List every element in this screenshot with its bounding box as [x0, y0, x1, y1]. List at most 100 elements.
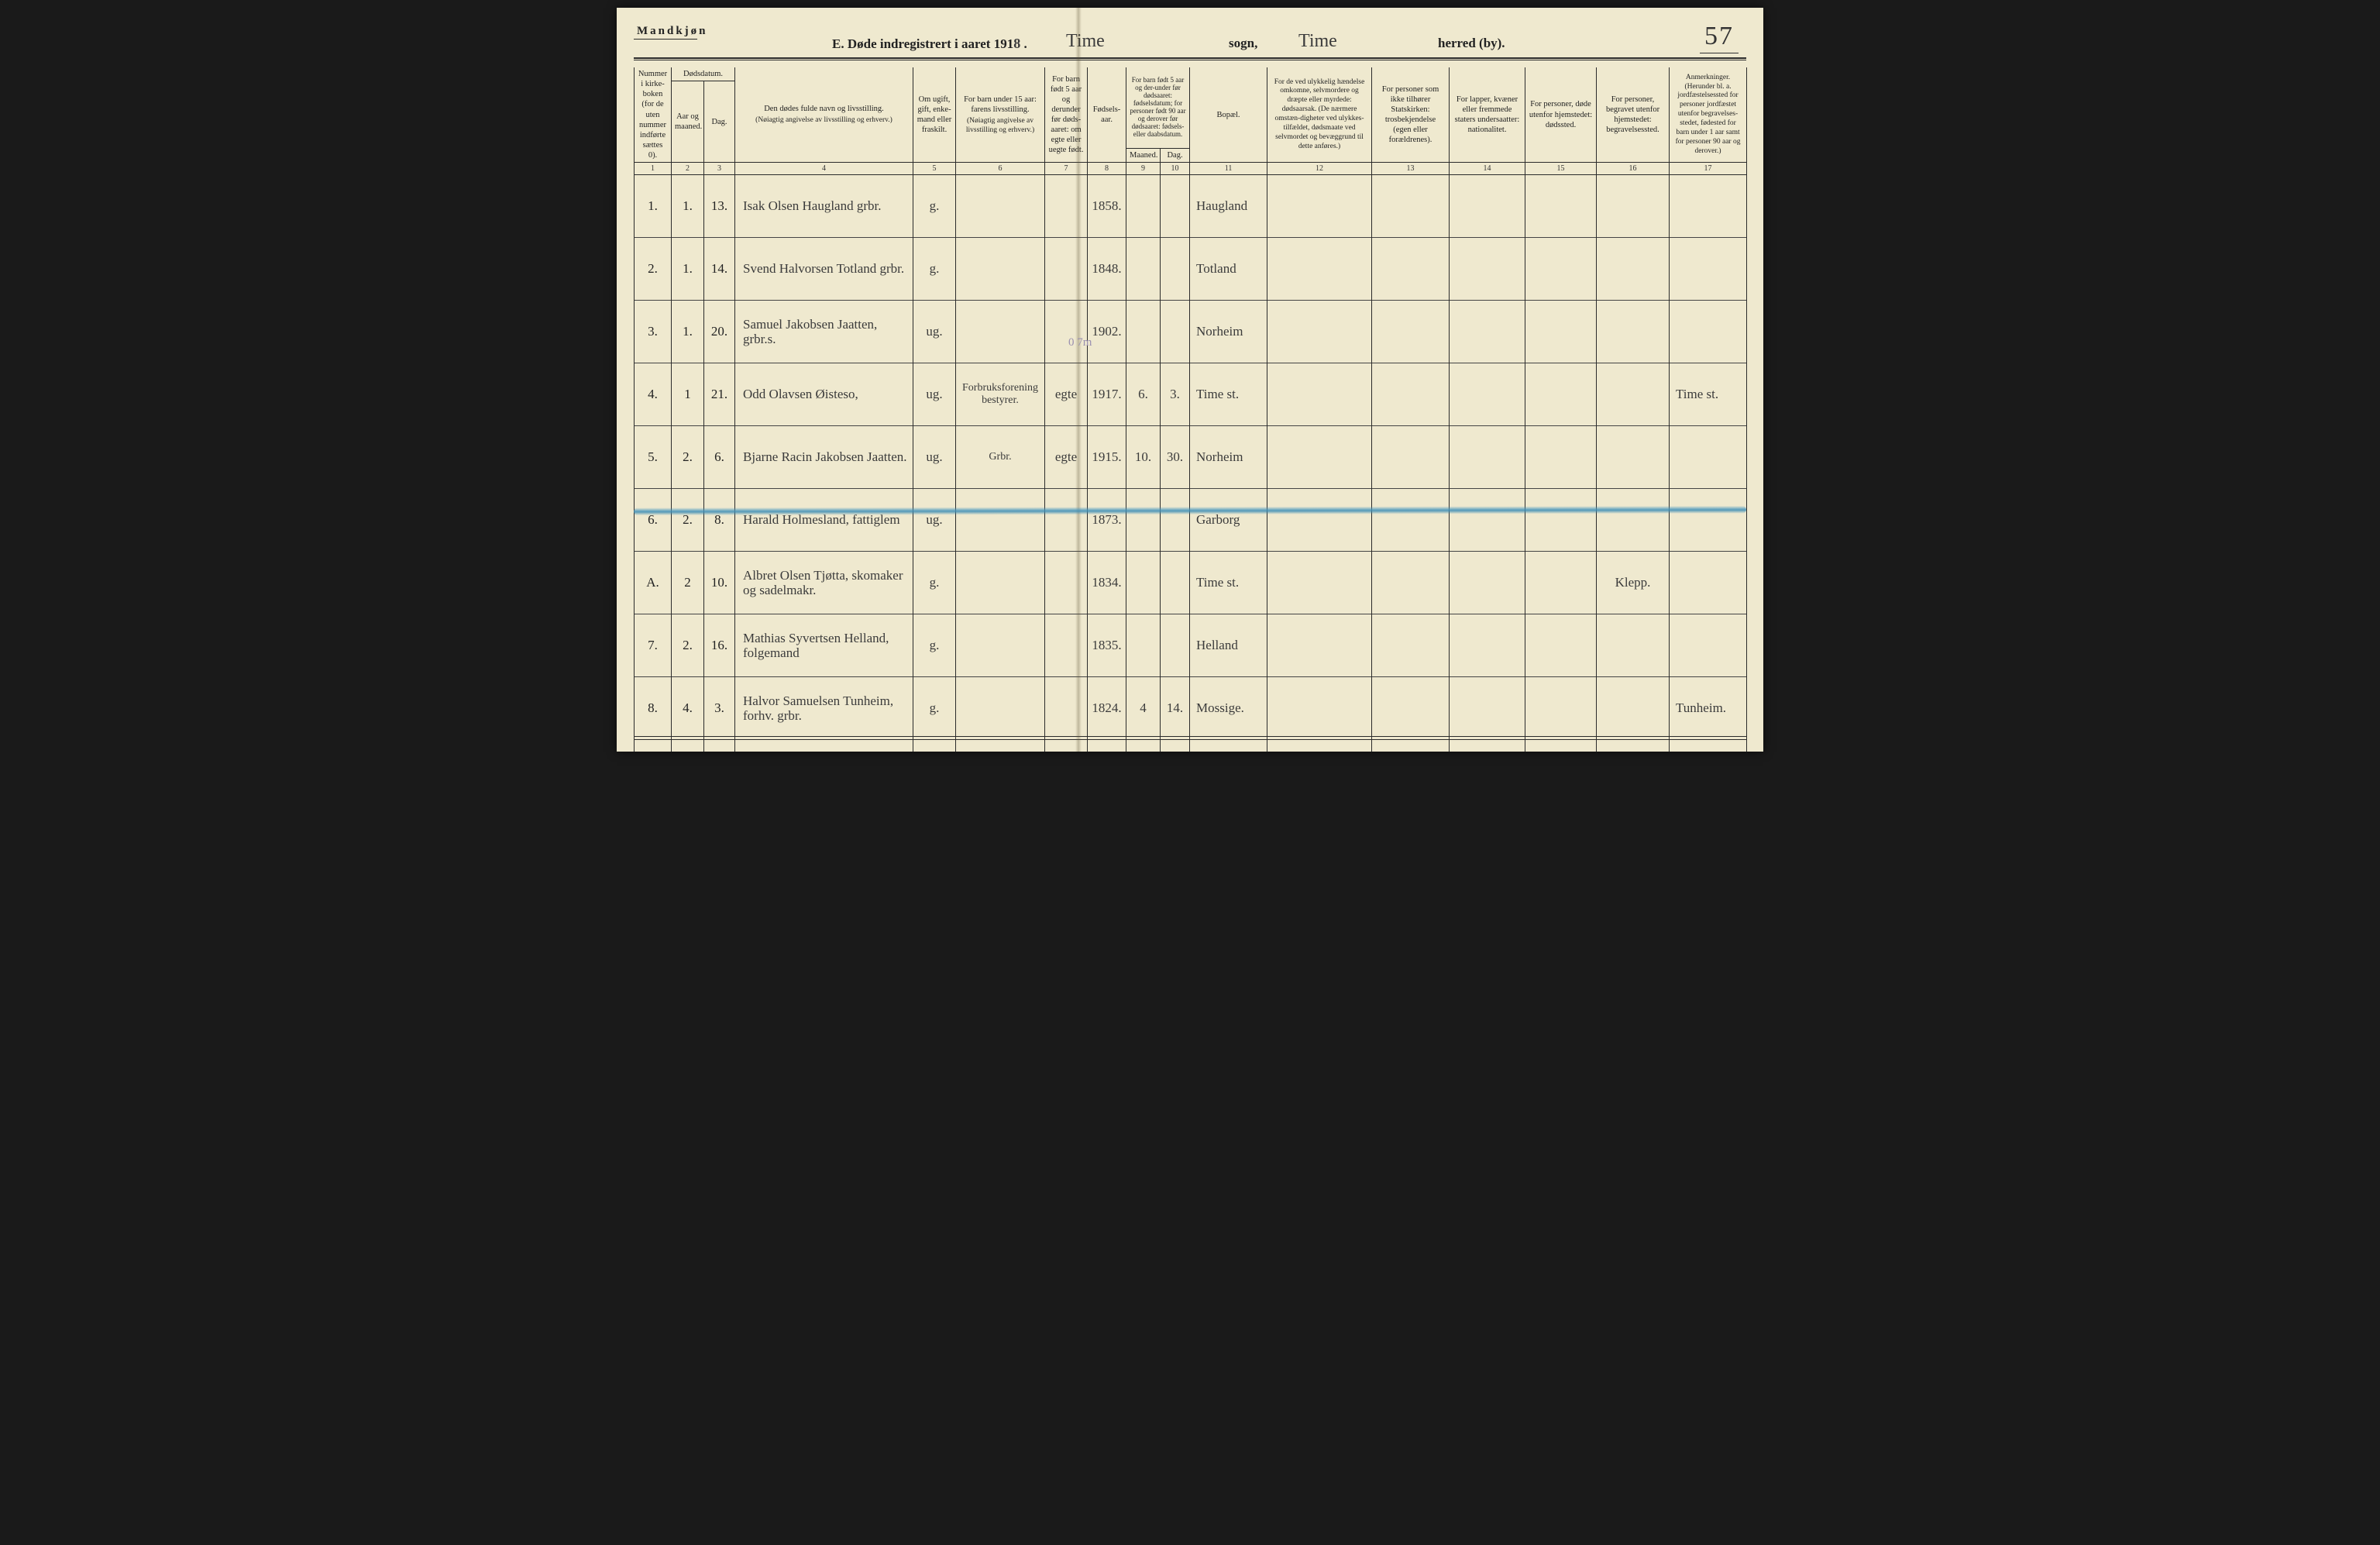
cell: [1045, 677, 1088, 740]
hdr-5: Om ugift, gift, enke-mand eller fraskilt…: [913, 67, 956, 163]
underline: [634, 39, 697, 40]
cell: [956, 552, 1045, 614]
cell: Harald Holmesland, fattiglem: [735, 489, 913, 552]
cell: Totland: [1190, 238, 1267, 301]
cell: [1372, 238, 1450, 301]
cell: [956, 175, 1045, 238]
cell: 3.: [1161, 363, 1190, 426]
cell: ug.: [913, 363, 956, 426]
cell: Time st.: [1190, 740, 1267, 752]
coln-7: 7: [1045, 163, 1088, 175]
cell: Haugland: [1190, 175, 1267, 238]
cell: 1.: [635, 175, 672, 238]
cell: [1045, 740, 1088, 752]
cell: [1045, 238, 1088, 301]
herred-label: herred (by).: [1438, 36, 1505, 51]
cell: [1126, 175, 1161, 238]
cell: [1450, 363, 1525, 426]
cell: 1.: [672, 238, 704, 301]
cell: 4.: [635, 363, 672, 426]
coln-1: 1: [635, 163, 672, 175]
cell: [1450, 301, 1525, 363]
cell: 30.: [1161, 426, 1190, 489]
cell: [1126, 301, 1161, 363]
cell: [1597, 677, 1670, 740]
table-row: 1.1.13.Isak Olsen Haugland grbr.g.1858.H…: [635, 175, 1747, 238]
hdr-17: Anmerkninger. (Herunder bl. a. jordfæste…: [1670, 67, 1747, 163]
cell: [1525, 614, 1597, 677]
hdr-15: For personer, døde utenfor hjemstedet: d…: [1525, 67, 1597, 163]
cell: [1161, 552, 1190, 614]
table-row: 8.4.3.Halvor Samuelsen Tunheim, forhv. g…: [635, 677, 1747, 740]
cell: 7.: [635, 614, 672, 677]
cell: [1267, 614, 1372, 677]
cell: [1670, 740, 1747, 752]
hdr-2d: Dag.: [704, 81, 735, 163]
table-header: Nummer i kirke-boken (for de uten nummer…: [635, 67, 1747, 163]
cell: [1670, 238, 1747, 301]
table-row: 4.121.Odd Olavsen Øisteso,ug.Forbruksfor…: [635, 363, 1747, 426]
cell: Albret Olsen Tjøtta, skomaker og sadelma…: [735, 552, 913, 614]
cell: egte: [1045, 426, 1088, 489]
cell: [1450, 426, 1525, 489]
ledger-page: Mandkjøn E. Døde indregistrert i aaret 1…: [617, 8, 1763, 752]
cell: g.: [913, 238, 956, 301]
cell: 1917.: [1088, 363, 1126, 426]
cell: [956, 677, 1045, 740]
cell: [1045, 301, 1088, 363]
cell: 16.: [704, 740, 735, 752]
table-row: 3.1.20.Samuel Jakobsen Jaatten, grbr.s.u…: [635, 301, 1747, 363]
cell: [1670, 175, 1747, 238]
sogn-value: Time: [1066, 31, 1105, 52]
cell: [1670, 552, 1747, 614]
cell: [1267, 363, 1372, 426]
cell: 14.: [1161, 677, 1190, 740]
cell: [1045, 614, 1088, 677]
cell: [1670, 489, 1747, 552]
cell: [1372, 552, 1450, 614]
cell: 1: [672, 363, 704, 426]
cell: [1597, 740, 1670, 752]
coln-15: 15: [1525, 163, 1597, 175]
coln-13: 13: [1372, 163, 1450, 175]
form-title-prefix: E. Døde indregistrert i aaret 191: [832, 36, 1013, 51]
cell: 8.: [704, 489, 735, 552]
cell: [1525, 426, 1597, 489]
cell: ug.: [913, 301, 956, 363]
cell: [1126, 238, 1161, 301]
register-table: Nummer i kirke-boken (for de uten nummer…: [634, 67, 1747, 752]
cell: 1835.: [1088, 614, 1126, 677]
cell: 1915.: [1088, 426, 1126, 489]
hdr-9: Maaned.: [1126, 149, 1161, 163]
hdr-4-sub: (Nøiagtig angivelse av livsstilling og e…: [738, 116, 910, 126]
cell: g.: [913, 552, 956, 614]
cell: [1450, 175, 1525, 238]
cell: 4.: [672, 677, 704, 740]
table-row: 5.2.6.Bjarne Racin Jakobsen Jaatten.ug.G…: [635, 426, 1747, 489]
gender-label: Mandkjøn: [637, 25, 708, 38]
cell: 1873.: [1088, 489, 1126, 552]
cell: [1126, 740, 1161, 752]
cell: 14.: [704, 238, 735, 301]
coln-2: 2: [672, 163, 704, 175]
cell: [1597, 363, 1670, 426]
table-row: A.210.Albret Olsen Tjøtta, skomaker og s…: [635, 552, 1747, 614]
cell: 13.: [704, 175, 735, 238]
cell: [956, 489, 1045, 552]
table-row: 9.4.16.Peter Larsen Lende, hustømmermand…: [635, 740, 1747, 752]
hdr-1: Nummer i kirke-boken (for de uten nummer…: [635, 67, 672, 163]
cell: Time st.: [1190, 363, 1267, 426]
cell: 1834.: [1088, 552, 1126, 614]
cell: 4: [1126, 677, 1161, 740]
cell: egte: [1045, 363, 1088, 426]
cell: [956, 301, 1045, 363]
herred-value: Time: [1298, 31, 1337, 52]
cell: Time st.: [1190, 552, 1267, 614]
cell: Bjarne Racin Jakobsen Jaatten.: [735, 426, 913, 489]
cell: 9.: [635, 740, 672, 752]
cell: Isak Olsen Haugland grbr.: [735, 175, 913, 238]
cell: 6.: [1126, 363, 1161, 426]
cell: [1161, 740, 1190, 752]
cell: [1525, 301, 1597, 363]
hdr-11: Bopæl.: [1190, 67, 1267, 163]
